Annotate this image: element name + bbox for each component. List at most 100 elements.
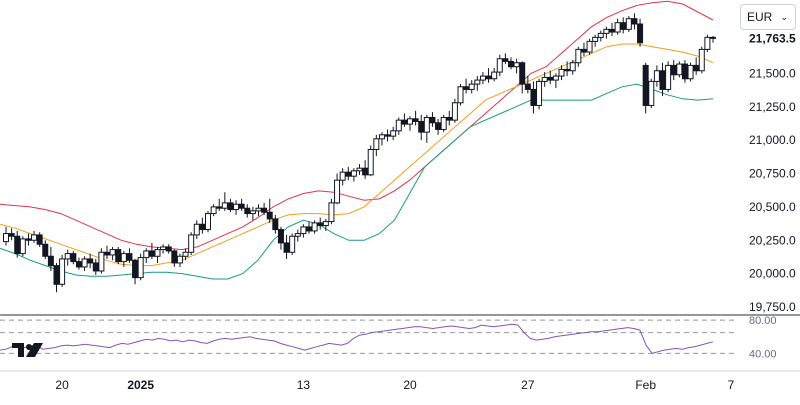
candle — [614, 18, 621, 35]
candle-body — [350, 170, 357, 177]
candle-body — [328, 202, 335, 223]
candle — [429, 112, 436, 127]
time-tick-label: 13 — [297, 378, 311, 392]
candle — [659, 62, 666, 97]
candle — [586, 38, 593, 55]
candle-body — [541, 76, 548, 82]
candle-body — [42, 243, 49, 257]
candle — [609, 22, 615, 37]
candle — [339, 168, 346, 186]
candle-body — [3, 233, 9, 243]
candle-body — [496, 58, 503, 73]
candle-body — [221, 202, 228, 209]
candle — [625, 16, 632, 33]
candle-body — [412, 118, 419, 122]
candle — [294, 229, 301, 242]
candle — [412, 110, 419, 126]
candle — [407, 116, 413, 131]
price-tick-label: 19,750.0 — [749, 300, 796, 314]
candle — [182, 248, 189, 261]
candle — [418, 114, 425, 141]
candle-body — [233, 203, 240, 211]
candle — [289, 233, 296, 255]
candle-body — [491, 71, 498, 80]
candle — [524, 76, 531, 94]
tradingview-logo-icon[interactable] — [12, 343, 43, 357]
time-axis[interactable]: 20 2025 13 20 27 Feb 7 — [55, 378, 734, 392]
candle — [384, 129, 391, 142]
candle — [36, 232, 43, 247]
candle — [193, 220, 200, 239]
candle — [435, 118, 442, 135]
currency-select[interactable]: EUR ⌄ — [740, 4, 796, 30]
candle-body — [457, 86, 464, 104]
candle — [233, 200, 240, 215]
candle-body — [558, 68, 565, 77]
candle-body — [710, 36, 716, 39]
candle — [132, 258, 139, 285]
candle-body — [665, 64, 672, 90]
rsi-tick-label: 40.00 — [749, 348, 777, 360]
candle-body — [418, 120, 425, 133]
candle — [356, 164, 363, 175]
candle — [373, 134, 380, 157]
candle-body — [378, 134, 385, 140]
candle — [519, 61, 526, 94]
candle — [126, 248, 133, 263]
candle-body — [272, 218, 279, 231]
candle — [238, 198, 245, 211]
candle-body — [115, 249, 122, 263]
candle-body — [160, 246, 167, 251]
candle — [485, 68, 492, 83]
candle-body — [485, 75, 492, 80]
candle — [210, 204, 217, 217]
candle-body — [676, 63, 683, 76]
candle — [552, 73, 559, 89]
candle — [154, 246, 161, 263]
candle-body — [176, 255, 183, 264]
candle — [70, 250, 77, 265]
candle — [670, 60, 677, 81]
candle — [637, 18, 644, 47]
candle-body — [306, 226, 312, 232]
candle-body — [47, 255, 54, 267]
candle-body — [547, 76, 554, 81]
candle-body — [384, 134, 391, 137]
candle-body — [126, 253, 133, 261]
candle — [300, 224, 307, 238]
candle-body — [300, 226, 307, 235]
candle — [205, 210, 211, 233]
candle-body — [698, 48, 705, 72]
candle-body — [407, 118, 413, 125]
candle — [64, 249, 71, 266]
candle-body — [188, 234, 195, 253]
candle — [165, 244, 172, 254]
candle-body — [603, 28, 610, 34]
candle-body — [193, 223, 200, 236]
candle-body — [373, 138, 380, 150]
candle-body — [104, 251, 110, 256]
candle — [75, 257, 82, 270]
price-tick-label: 20,000.0 — [749, 267, 796, 281]
candle-body — [25, 238, 32, 241]
candle — [14, 230, 21, 258]
candle — [199, 217, 206, 234]
candle-body — [227, 202, 234, 211]
candle — [3, 226, 9, 246]
price-axis[interactable]: 19,750.0 20,000.0 20,250.0 20,500.0 20,750.0… — [749, 66, 796, 314]
candle — [401, 113, 408, 127]
candle — [47, 246, 54, 271]
candle-body — [614, 22, 621, 33]
rsi-line — [0, 323, 714, 354]
price-tick-label: 21,500.0 — [749, 66, 796, 80]
candle — [592, 34, 599, 47]
candle-body — [463, 86, 470, 90]
candle-body — [36, 234, 43, 245]
candle-body — [524, 83, 531, 90]
candle — [249, 206, 256, 221]
candle — [681, 60, 688, 83]
candle — [115, 246, 122, 265]
candle-body — [659, 70, 666, 90]
